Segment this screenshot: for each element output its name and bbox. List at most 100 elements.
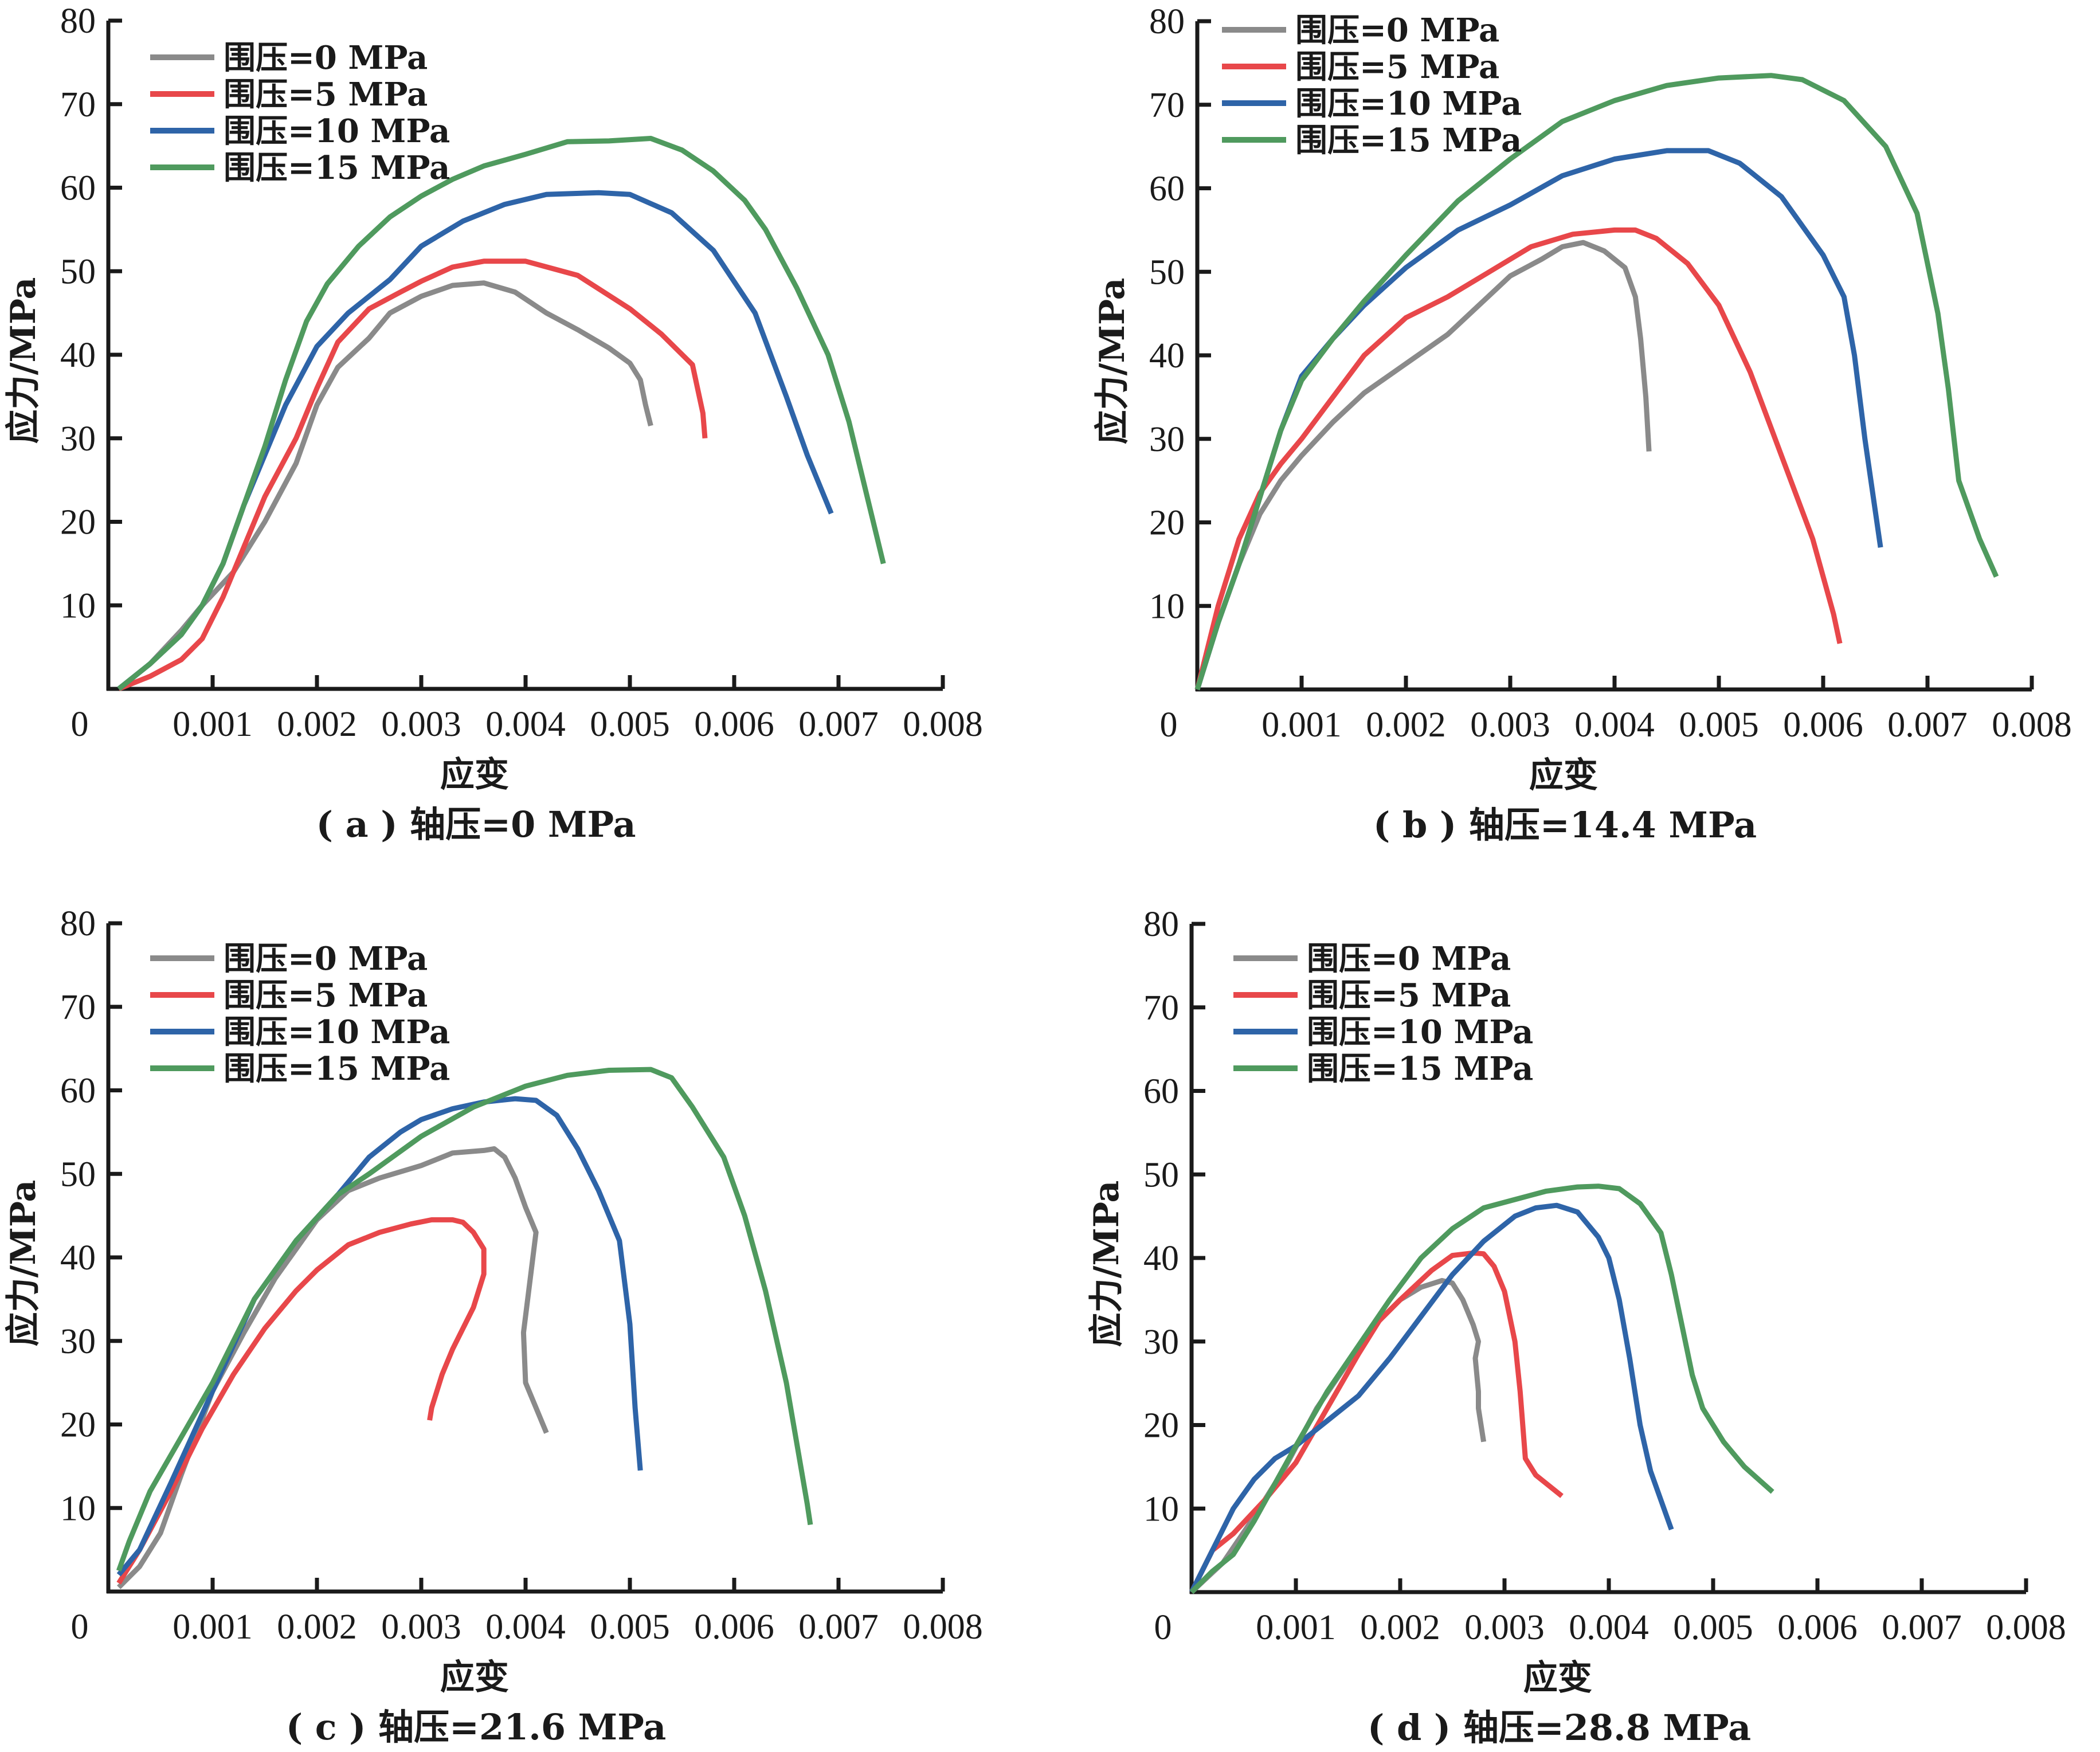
series-line-5mpa — [1189, 1250, 1564, 1594]
series-line-15mpa — [1189, 1183, 1774, 1594]
y-tick-label: 20 — [1149, 504, 1185, 543]
x-tick-label: 0.007 — [1887, 705, 1968, 744]
legend-label: 围压=5 MPa — [224, 977, 428, 1014]
panel-caption: ( d ) 轴压=28.8 MPa — [1368, 1707, 1751, 1749]
legend-label: 围压=10 MPa — [224, 1013, 450, 1051]
y-tick-label: 50 — [60, 252, 96, 291]
y-tick-label: 70 — [60, 85, 96, 124]
x-tick-label: 0.004 — [485, 1608, 566, 1647]
series-line-15mpa — [117, 136, 886, 691]
y-tick-label: 10 — [1143, 1490, 1179, 1528]
y-tick-label: 20 — [60, 503, 96, 542]
y-axis-title: 应力/MPa — [1087, 1181, 1127, 1347]
y-tick-label: 10 — [1149, 587, 1185, 626]
legend-label: 围压=15 MPa — [224, 1050, 450, 1088]
y-tick-label: 40 — [1149, 336, 1185, 375]
y-tick-label: 60 — [1149, 170, 1185, 209]
x-tick-label: 0.004 — [1574, 705, 1655, 744]
x-tick-label: 0.007 — [798, 705, 879, 744]
legend-label: 围压=10 MPa — [1307, 1013, 1533, 1051]
y-tick-label: 50 — [1143, 1155, 1179, 1194]
x-tick-label: 0.002 — [277, 1608, 357, 1647]
y-tick-label: 30 — [60, 420, 96, 458]
x-tick-label: 0.006 — [1783, 705, 1863, 744]
x-tick-label: 0.001 — [173, 705, 253, 744]
x-tick-label: 0.004 — [1569, 1608, 1649, 1647]
x-tick-label: 0.007 — [798, 1608, 879, 1647]
x-tick-label: 0.003 — [381, 705, 461, 744]
legend-label: 围压=15 MPa — [1295, 121, 1522, 159]
y-tick-label: 80 — [1143, 905, 1179, 944]
panel-b: 0 0.001 0.002 0.003 0.004 0.005 0.006 0.007 0.00… — [1092, 2, 2072, 846]
y-tick-label: 20 — [1143, 1406, 1179, 1445]
panel-a: 0 0.001 0.002 0.003 0.004 0.005 0.006 0.007 0.00… — [3, 2, 983, 845]
series-line-5mpa — [1194, 227, 1843, 691]
x-tick-label: 0.006 — [694, 705, 774, 744]
x-tick-label: 0.001 — [173, 1608, 253, 1647]
legend-label: 围压=10 MPa — [1295, 85, 1522, 123]
x-tick-label: 0.003 — [381, 1608, 461, 1647]
series-line-10mpa — [117, 190, 834, 691]
y-tick-label: 10 — [60, 1489, 96, 1528]
x-tick-label: 0.005 — [1679, 705, 1759, 744]
y-tick-label: 10 — [60, 586, 96, 625]
y-tick-label: 70 — [1149, 86, 1185, 125]
x-tick-label: 0.006 — [694, 1608, 774, 1647]
x-tick-label: 0.008 — [903, 705, 983, 744]
series-line-5mpa — [117, 258, 708, 692]
y-tick-label: 70 — [60, 988, 96, 1027]
x-tick-label: 0.007 — [1882, 1608, 1962, 1647]
series-line-10mpa — [1189, 1202, 1674, 1594]
legend-label: 围压=0 MPa — [1307, 940, 1511, 978]
y-tick-label: 80 — [60, 904, 96, 943]
panel-caption: ( b ) 轴压=14.4 MPa — [1373, 804, 1757, 846]
x-tick-label: 0.005 — [590, 1608, 670, 1647]
x-tick-label: 0 — [1154, 1608, 1172, 1647]
panel-d: 0 0.001 0.002 0.003 0.004 0.005 0.006 0.007 0.00… — [1087, 905, 2066, 1749]
legend-label: 围压=15 MPa — [1307, 1050, 1533, 1088]
y-tick-label: 40 — [60, 336, 96, 375]
x-tick-label: 0.008 — [1986, 1608, 2066, 1647]
y-tick-label: 70 — [1143, 989, 1179, 1028]
x-tick-label: 0.005 — [1673, 1608, 1753, 1647]
y-axis-title: 应力/MPa — [1092, 278, 1133, 445]
legend-label: 围压=5 MPa — [1295, 48, 1499, 86]
y-tick-label: 50 — [1149, 253, 1185, 292]
panel-caption: ( c ) 轴压=21.6 MPa — [286, 1706, 666, 1748]
legend-label: 围压=15 MPa — [224, 149, 450, 187]
x-tick-label: 0.001 — [1261, 705, 1342, 744]
x-tick-label: 0.004 — [485, 705, 566, 744]
y-tick-label: 80 — [60, 2, 96, 41]
x-tick-label: 0.003 — [1464, 1608, 1545, 1647]
y-tick-label: 30 — [1149, 420, 1185, 459]
y-tick-label: 50 — [60, 1155, 96, 1194]
series-line-0mpa — [117, 1146, 549, 1589]
legend-label: 围压=10 MPa — [224, 112, 450, 150]
panel-caption: ( a ) 轴压=0 MPa — [316, 804, 636, 845]
series-line-10mpa — [116, 1096, 643, 1577]
legend-label: 围压=0 MPa — [224, 39, 428, 77]
legend-label: 围压=5 MPa — [224, 76, 428, 113]
legend-label: 围压=5 MPa — [1307, 977, 1511, 1014]
series-line-15mpa — [116, 1067, 813, 1572]
legend-label: 围压=0 MPa — [1295, 11, 1499, 49]
y-axis-title: 应力/MPa — [3, 277, 44, 444]
series-line-10mpa — [1194, 148, 1883, 691]
series-line-0mpa — [1189, 1277, 1487, 1594]
x-tick-label: 0.002 — [277, 705, 357, 744]
y-tick-label: 30 — [60, 1322, 96, 1361]
x-tick-label: 0.001 — [1256, 1608, 1336, 1647]
y-tick-label: 80 — [1149, 2, 1185, 41]
x-tick-label: 0.006 — [1777, 1608, 1858, 1647]
series-line-0mpa — [117, 280, 653, 691]
x-axis-title: 应变 — [440, 1657, 509, 1698]
y-axis-title: 应力/MPa — [3, 1180, 44, 1347]
legend-label: 围压=0 MPa — [224, 940, 428, 978]
x-tick-label: 0.008 — [1992, 705, 2072, 744]
y-tick-label: 60 — [1143, 1072, 1179, 1111]
x-tick-label: 0 — [1160, 705, 1178, 744]
x-tick-label: 0.005 — [590, 705, 670, 744]
x-tick-label: 0 — [71, 1608, 89, 1647]
x-axis-title: 应变 — [1529, 755, 1598, 795]
y-tick-label: 30 — [1143, 1323, 1179, 1362]
